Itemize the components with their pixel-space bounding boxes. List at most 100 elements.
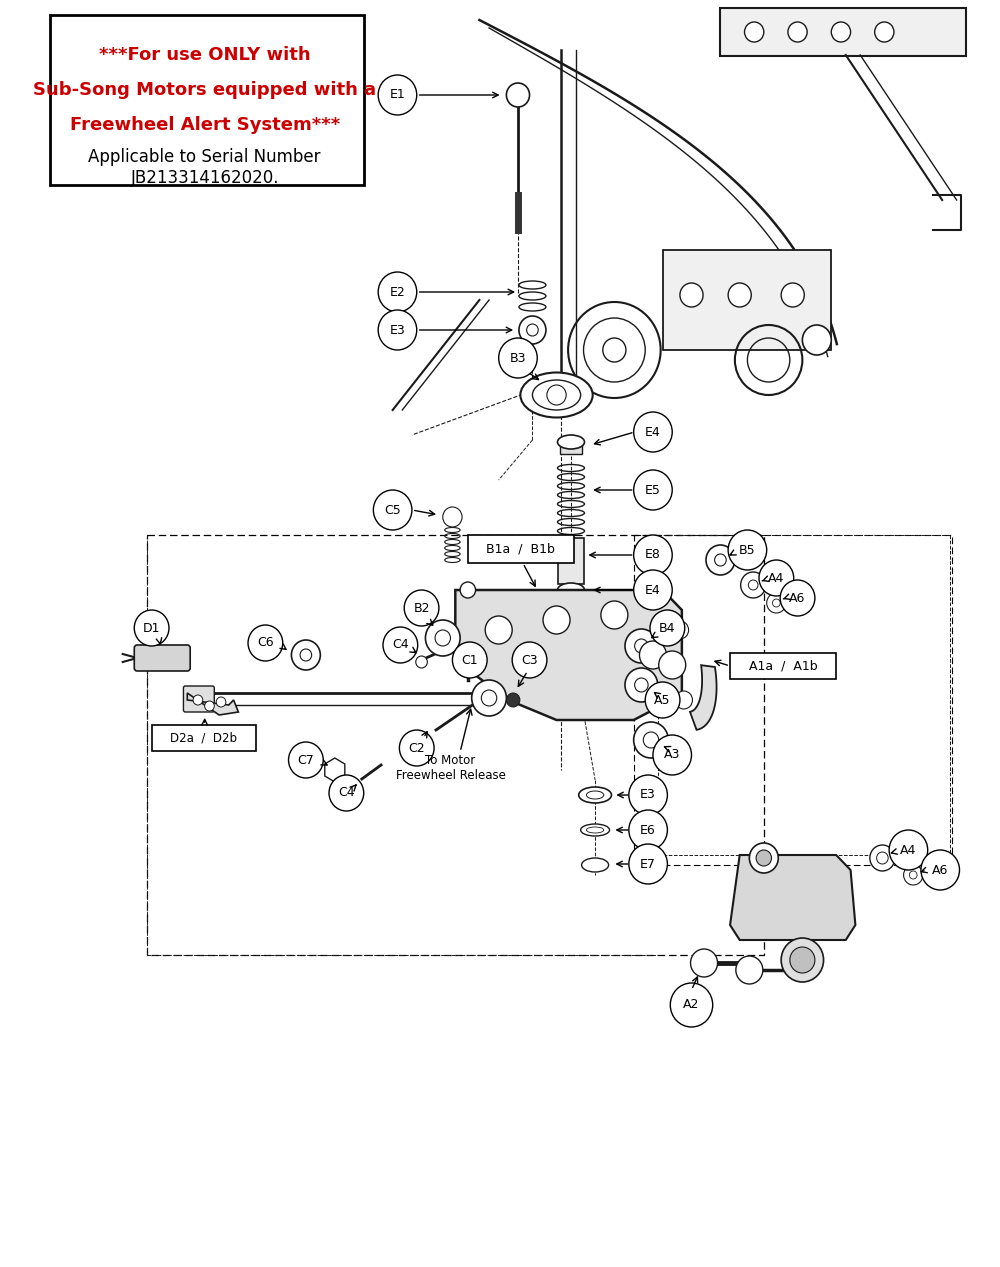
Text: E4: E4: [645, 584, 661, 597]
Circle shape: [831, 22, 851, 42]
Text: D2a  /  D2b: D2a / D2b: [170, 731, 237, 745]
Circle shape: [909, 870, 917, 879]
Circle shape: [205, 701, 214, 711]
Circle shape: [527, 324, 538, 336]
Text: C5: C5: [384, 503, 401, 517]
Text: A4: A4: [900, 844, 917, 856]
Ellipse shape: [582, 858, 609, 872]
Text: E6: E6: [640, 824, 656, 836]
Ellipse shape: [557, 583, 584, 597]
Circle shape: [634, 722, 668, 758]
Ellipse shape: [581, 824, 610, 836]
FancyBboxPatch shape: [183, 685, 214, 712]
Text: A4: A4: [768, 571, 785, 584]
FancyBboxPatch shape: [152, 725, 256, 751]
Text: To Motor
Freewheel Release: To Motor Freewheel Release: [396, 754, 505, 782]
Circle shape: [706, 545, 735, 575]
Ellipse shape: [579, 787, 611, 803]
Polygon shape: [730, 855, 855, 940]
Text: JB213314162020.: JB213314162020.: [130, 169, 279, 188]
Circle shape: [634, 470, 672, 511]
FancyBboxPatch shape: [50, 15, 364, 185]
Circle shape: [790, 946, 815, 973]
Text: E3: E3: [390, 323, 405, 337]
Circle shape: [404, 590, 439, 626]
Circle shape: [193, 696, 203, 704]
Circle shape: [625, 628, 658, 663]
Polygon shape: [455, 590, 682, 720]
Circle shape: [772, 599, 780, 607]
Circle shape: [767, 593, 786, 613]
Circle shape: [877, 851, 888, 864]
Circle shape: [634, 570, 672, 609]
FancyBboxPatch shape: [720, 8, 966, 56]
Circle shape: [512, 642, 547, 678]
Circle shape: [329, 775, 364, 811]
Circle shape: [635, 639, 648, 653]
Text: Sub-Song Motors equipped with a: Sub-Song Motors equipped with a: [33, 81, 376, 99]
Circle shape: [745, 22, 764, 42]
FancyBboxPatch shape: [730, 653, 836, 679]
Circle shape: [416, 656, 427, 668]
Ellipse shape: [519, 303, 546, 310]
Text: A6: A6: [789, 592, 806, 604]
Text: C1: C1: [461, 654, 478, 666]
Circle shape: [485, 616, 512, 644]
Circle shape: [378, 310, 417, 350]
Text: ***For use ONLY with: ***For use ONLY with: [99, 46, 310, 65]
Text: E7: E7: [640, 858, 656, 870]
Circle shape: [756, 850, 772, 867]
Text: A2: A2: [683, 998, 700, 1011]
Circle shape: [625, 668, 658, 702]
Ellipse shape: [557, 435, 584, 449]
Circle shape: [643, 732, 659, 748]
FancyBboxPatch shape: [663, 250, 831, 350]
Circle shape: [481, 691, 497, 706]
Text: A3: A3: [664, 749, 680, 761]
Circle shape: [506, 84, 530, 106]
Circle shape: [728, 283, 751, 307]
Circle shape: [802, 326, 831, 355]
Text: C3: C3: [521, 654, 538, 666]
Circle shape: [373, 490, 412, 530]
Circle shape: [472, 680, 506, 716]
Circle shape: [435, 630, 450, 646]
Circle shape: [749, 843, 778, 873]
Circle shape: [889, 830, 928, 870]
Circle shape: [519, 315, 546, 345]
Circle shape: [788, 22, 807, 42]
Circle shape: [629, 775, 667, 815]
Circle shape: [506, 693, 520, 707]
Text: C7: C7: [298, 754, 314, 767]
Text: E4: E4: [645, 426, 661, 438]
Circle shape: [904, 865, 923, 886]
Ellipse shape: [519, 281, 546, 289]
Text: B1a  /  B1b: B1a / B1b: [486, 542, 555, 555]
Text: E2: E2: [390, 285, 405, 299]
Circle shape: [216, 697, 226, 707]
Circle shape: [635, 678, 648, 692]
Circle shape: [741, 571, 766, 598]
Circle shape: [870, 845, 895, 870]
Circle shape: [134, 609, 169, 646]
Circle shape: [601, 601, 628, 628]
Circle shape: [671, 621, 689, 639]
Circle shape: [629, 844, 667, 884]
FancyBboxPatch shape: [468, 535, 574, 563]
Text: C4: C4: [338, 787, 355, 799]
Circle shape: [547, 385, 566, 405]
Polygon shape: [187, 693, 238, 715]
FancyBboxPatch shape: [558, 538, 584, 584]
Circle shape: [921, 850, 960, 889]
Circle shape: [383, 627, 418, 663]
Text: B2: B2: [413, 602, 430, 614]
Ellipse shape: [520, 372, 593, 418]
Circle shape: [289, 742, 323, 778]
Circle shape: [680, 283, 703, 307]
FancyBboxPatch shape: [134, 645, 190, 672]
Circle shape: [425, 620, 460, 656]
Circle shape: [748, 580, 758, 590]
Circle shape: [781, 283, 804, 307]
Circle shape: [659, 651, 686, 679]
Circle shape: [691, 949, 718, 977]
